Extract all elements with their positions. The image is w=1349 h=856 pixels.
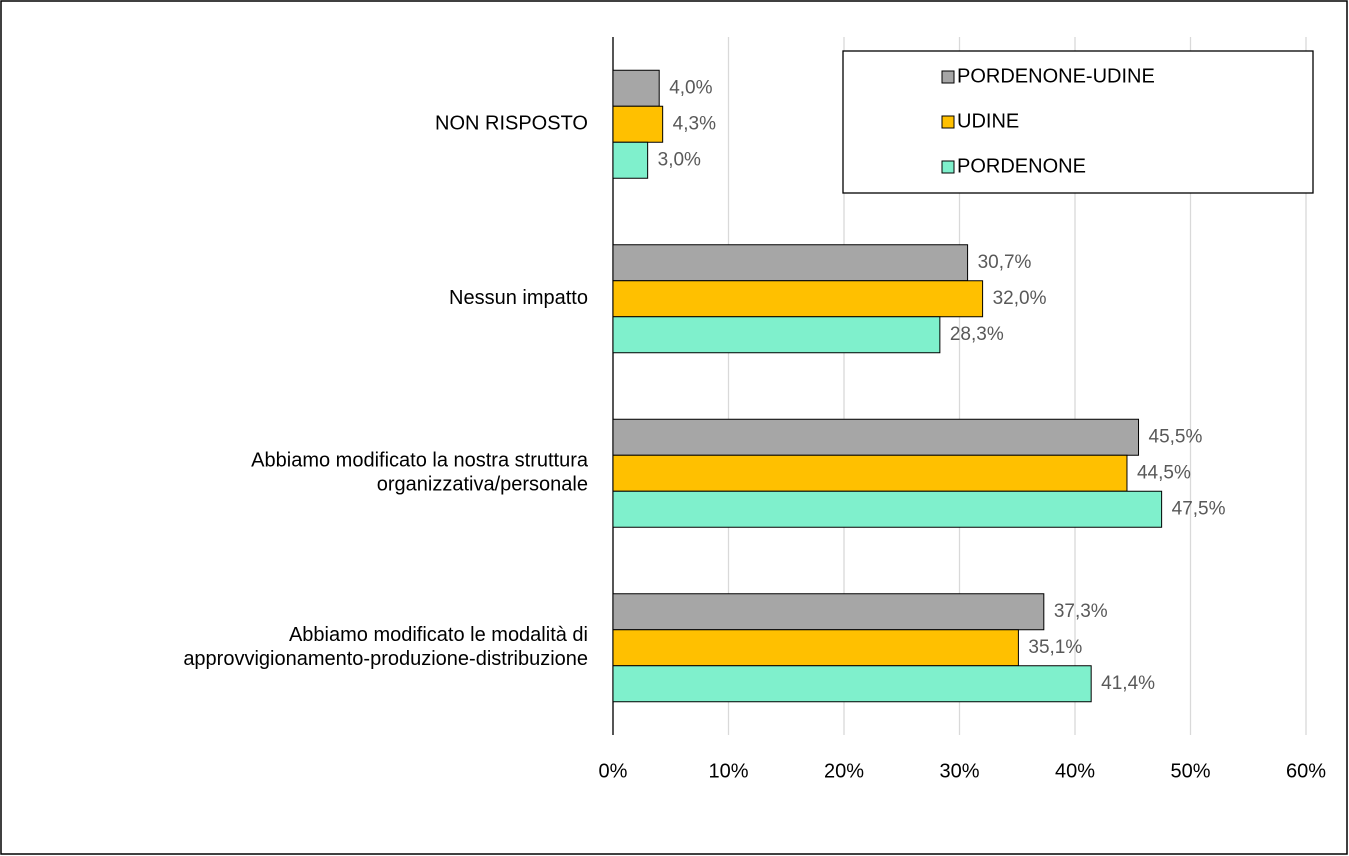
bar	[612, 105, 664, 143]
bar	[612, 593, 1045, 631]
bar	[612, 141, 649, 179]
x-tick-label: 20%	[824, 760, 864, 782]
bar	[612, 665, 1092, 703]
x-tick-label: 10%	[708, 760, 748, 782]
value-label: 32,0%	[993, 288, 1047, 309]
category-label: Nessun impatto	[449, 287, 588, 309]
value-label: 28,3%	[950, 324, 1004, 345]
bar	[612, 280, 984, 318]
legend-swatch	[941, 115, 955, 129]
value-label: 30,7%	[978, 252, 1032, 273]
x-tick-label: 50%	[1170, 760, 1210, 782]
bar	[612, 316, 941, 354]
bar	[612, 490, 1163, 528]
legend-box	[842, 50, 1314, 194]
legend-label: PORDENONE	[957, 155, 1086, 177]
value-label: 44,5%	[1137, 462, 1191, 483]
category-label: Abbiamo modificato le modalità di approvv…	[183, 624, 588, 670]
value-label: 4,0%	[669, 77, 712, 98]
legend-label: PORDENONE-UDINE	[957, 65, 1155, 87]
value-label: 45,5%	[1149, 426, 1203, 447]
value-label: 41,4%	[1101, 673, 1155, 694]
value-label: 37,3%	[1054, 601, 1108, 622]
value-label: 4,3%	[673, 113, 716, 134]
legend-swatch	[941, 70, 955, 84]
value-label: 3,0%	[658, 149, 701, 170]
x-tick-label: 0%	[599, 760, 628, 782]
legend-swatch	[941, 160, 955, 174]
value-label: 47,5%	[1172, 498, 1226, 519]
category-label: Abbiamo modificato la nostra struttura or…	[251, 450, 589, 496]
legend-label: UDINE	[957, 110, 1019, 132]
bar	[612, 69, 660, 107]
x-tick-label: 30%	[939, 760, 979, 782]
x-tick-label: 60%	[1286, 760, 1326, 782]
bar	[612, 244, 969, 282]
bar	[612, 418, 1140, 456]
bar	[612, 454, 1128, 492]
bar	[612, 629, 1019, 667]
value-label: 35,1%	[1028, 637, 1082, 658]
category-label: NON RISPOSTO	[435, 113, 588, 135]
x-tick-label: 40%	[1055, 760, 1095, 782]
